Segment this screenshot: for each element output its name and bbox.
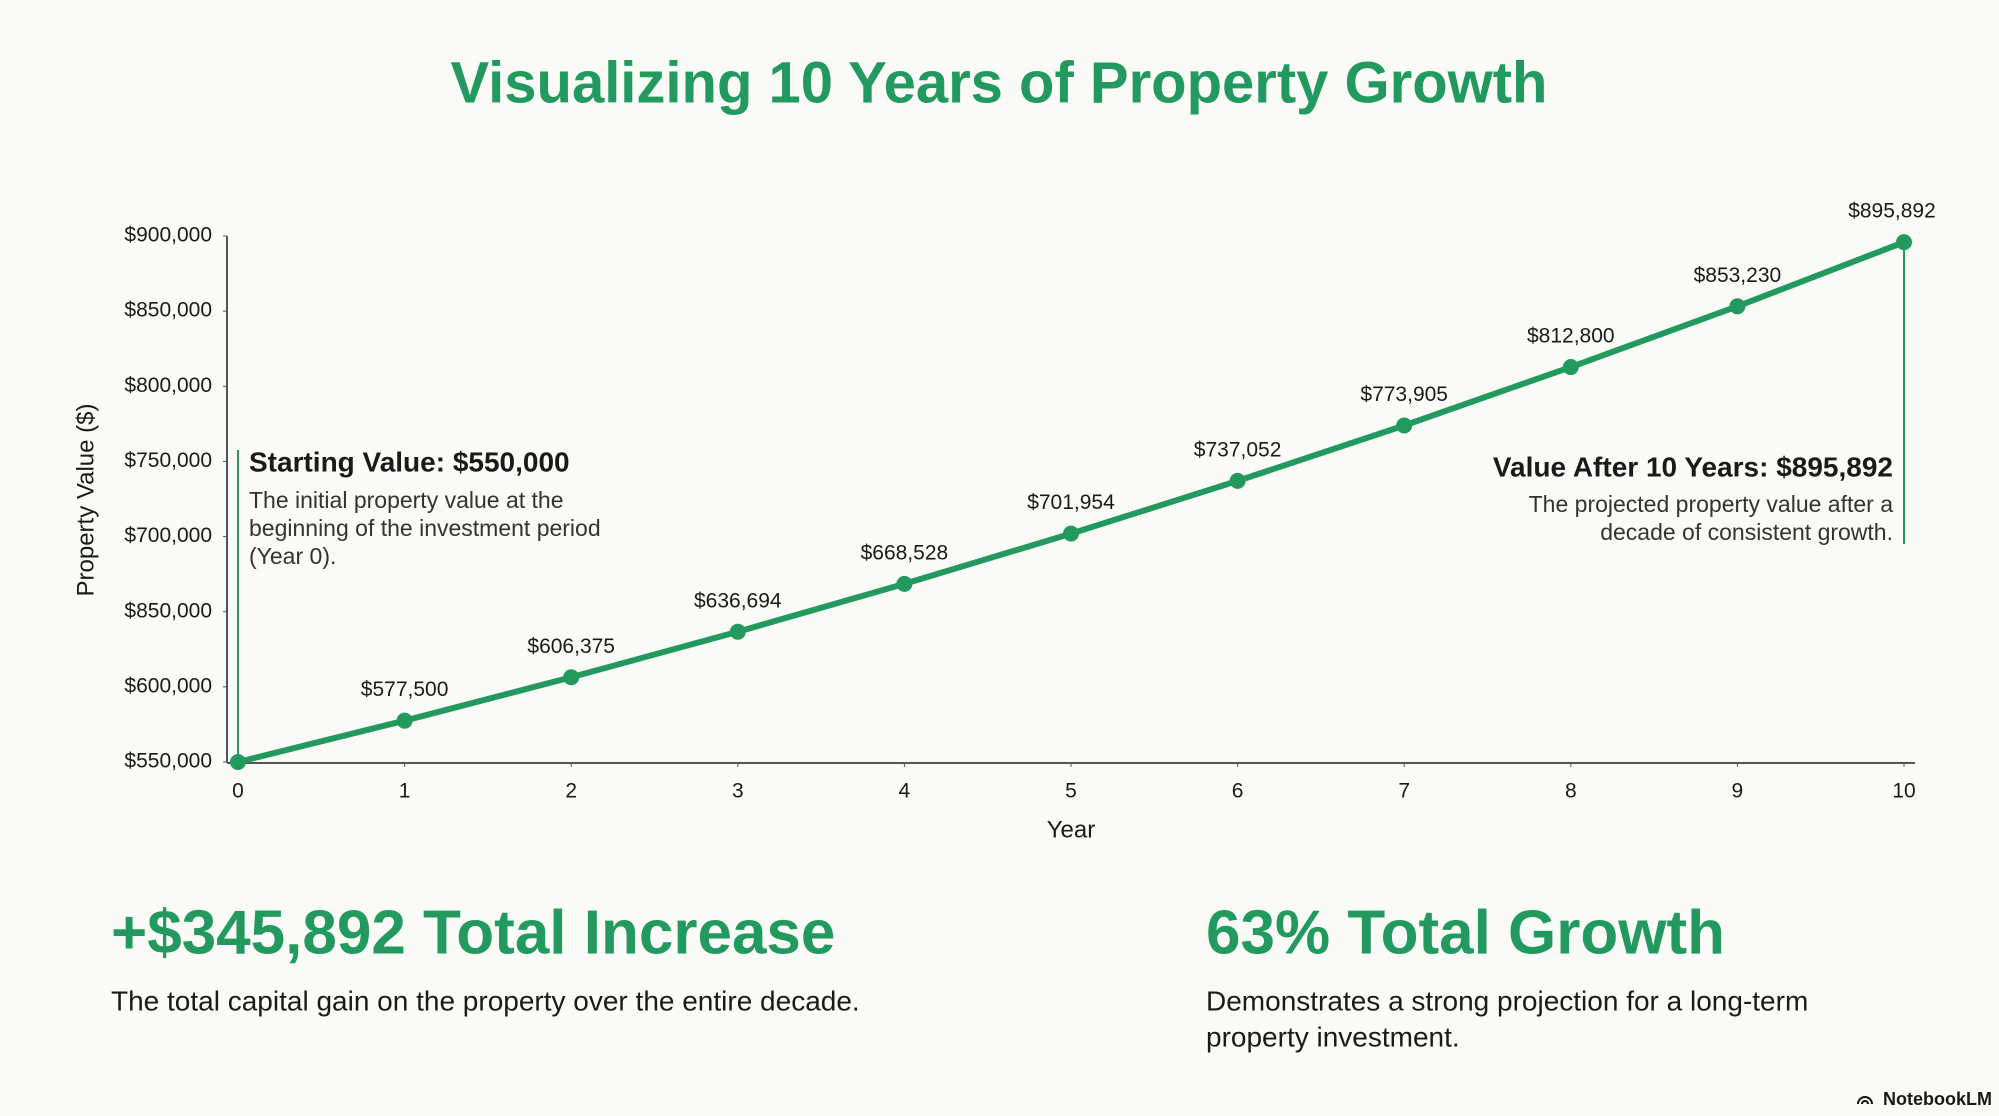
x-tick-label: 10 — [1892, 780, 1915, 803]
y-tick-label: $550,000 — [124, 750, 212, 773]
annotation-text: The projected property value after a — [1529, 491, 1894, 517]
annotation-title: Value After 10 Years: $895,892 — [1493, 451, 1893, 482]
y-tick-label: $850,000 — [124, 599, 212, 622]
data-point — [1063, 525, 1079, 542]
stat-headline: +$345,892 Total Increase — [111, 898, 835, 967]
x-tick-label: 3 — [732, 780, 744, 803]
data-label: $577,500 — [361, 678, 449, 701]
x-tick-label: 2 — [565, 780, 577, 803]
data-point — [1729, 298, 1746, 315]
x-tick-label: 8 — [1565, 780, 1577, 803]
data-label: $773,905 — [1360, 383, 1448, 406]
data-point — [230, 754, 246, 770]
data-label: $668,528 — [861, 541, 949, 564]
footer: NotebookLM — [1883, 1089, 1992, 1109]
data-point — [1396, 417, 1413, 434]
y-axis-title: Property Value ($) — [72, 404, 99, 597]
data-point — [1562, 359, 1579, 376]
annotation-text: The initial property value at the — [249, 487, 564, 513]
x-tick-label: 0 — [232, 780, 244, 803]
data-label: $853,230 — [1694, 264, 1782, 287]
data-point — [1896, 234, 1912, 251]
data-point — [729, 623, 746, 640]
data-label: $606,375 — [527, 635, 615, 658]
annotation-title: Starting Value: $550,000 — [249, 446, 570, 477]
data-label: $701,954 — [1027, 491, 1115, 514]
y-tick-label: $600,000 — [124, 674, 212, 697]
x-axis-title: Year — [1047, 816, 1096, 843]
y-tick-label: $800,000 — [124, 374, 212, 397]
y-tick-label: $750,000 — [124, 449, 212, 472]
chart-title: Visualizing 10 Years of Property Growth — [451, 50, 1548, 115]
x-tick-label: 9 — [1732, 780, 1744, 803]
annotation-text: beginning of the investment period — [249, 515, 601, 541]
x-tick-label: 7 — [1398, 780, 1410, 803]
x-tick-label: 1 — [399, 780, 411, 803]
annotation-text: decade of consistent growth. — [1600, 519, 1893, 545]
stat-description: The total capital gain on the property o… — [111, 985, 860, 1016]
y-tick-label: $850,000 — [124, 299, 212, 322]
y-tick-label: $900,000 — [124, 224, 212, 247]
annotation-text: (Year 0). — [249, 543, 336, 569]
data-point — [396, 712, 413, 729]
data-label: $737,052 — [1194, 438, 1282, 461]
data-label: $812,800 — [1527, 325, 1615, 348]
stat-headline: 63% Total Growth — [1206, 898, 1725, 967]
data-label: $636,694 — [694, 589, 782, 612]
y-tick-label: $700,000 — [124, 524, 212, 547]
stat-description: property investment. — [1206, 1021, 1460, 1052]
data-label: $895,892 — [1848, 200, 1936, 223]
stat-description: Demonstrates a strong projection for a l… — [1206, 985, 1808, 1016]
x-tick-label: 6 — [1232, 780, 1244, 803]
data-point — [896, 575, 913, 592]
data-point — [563, 669, 580, 686]
x-tick-label: 4 — [899, 780, 911, 803]
x-tick-label: 5 — [1065, 780, 1077, 803]
data-point — [1229, 472, 1246, 489]
footer-icon — [1857, 1096, 1873, 1105]
